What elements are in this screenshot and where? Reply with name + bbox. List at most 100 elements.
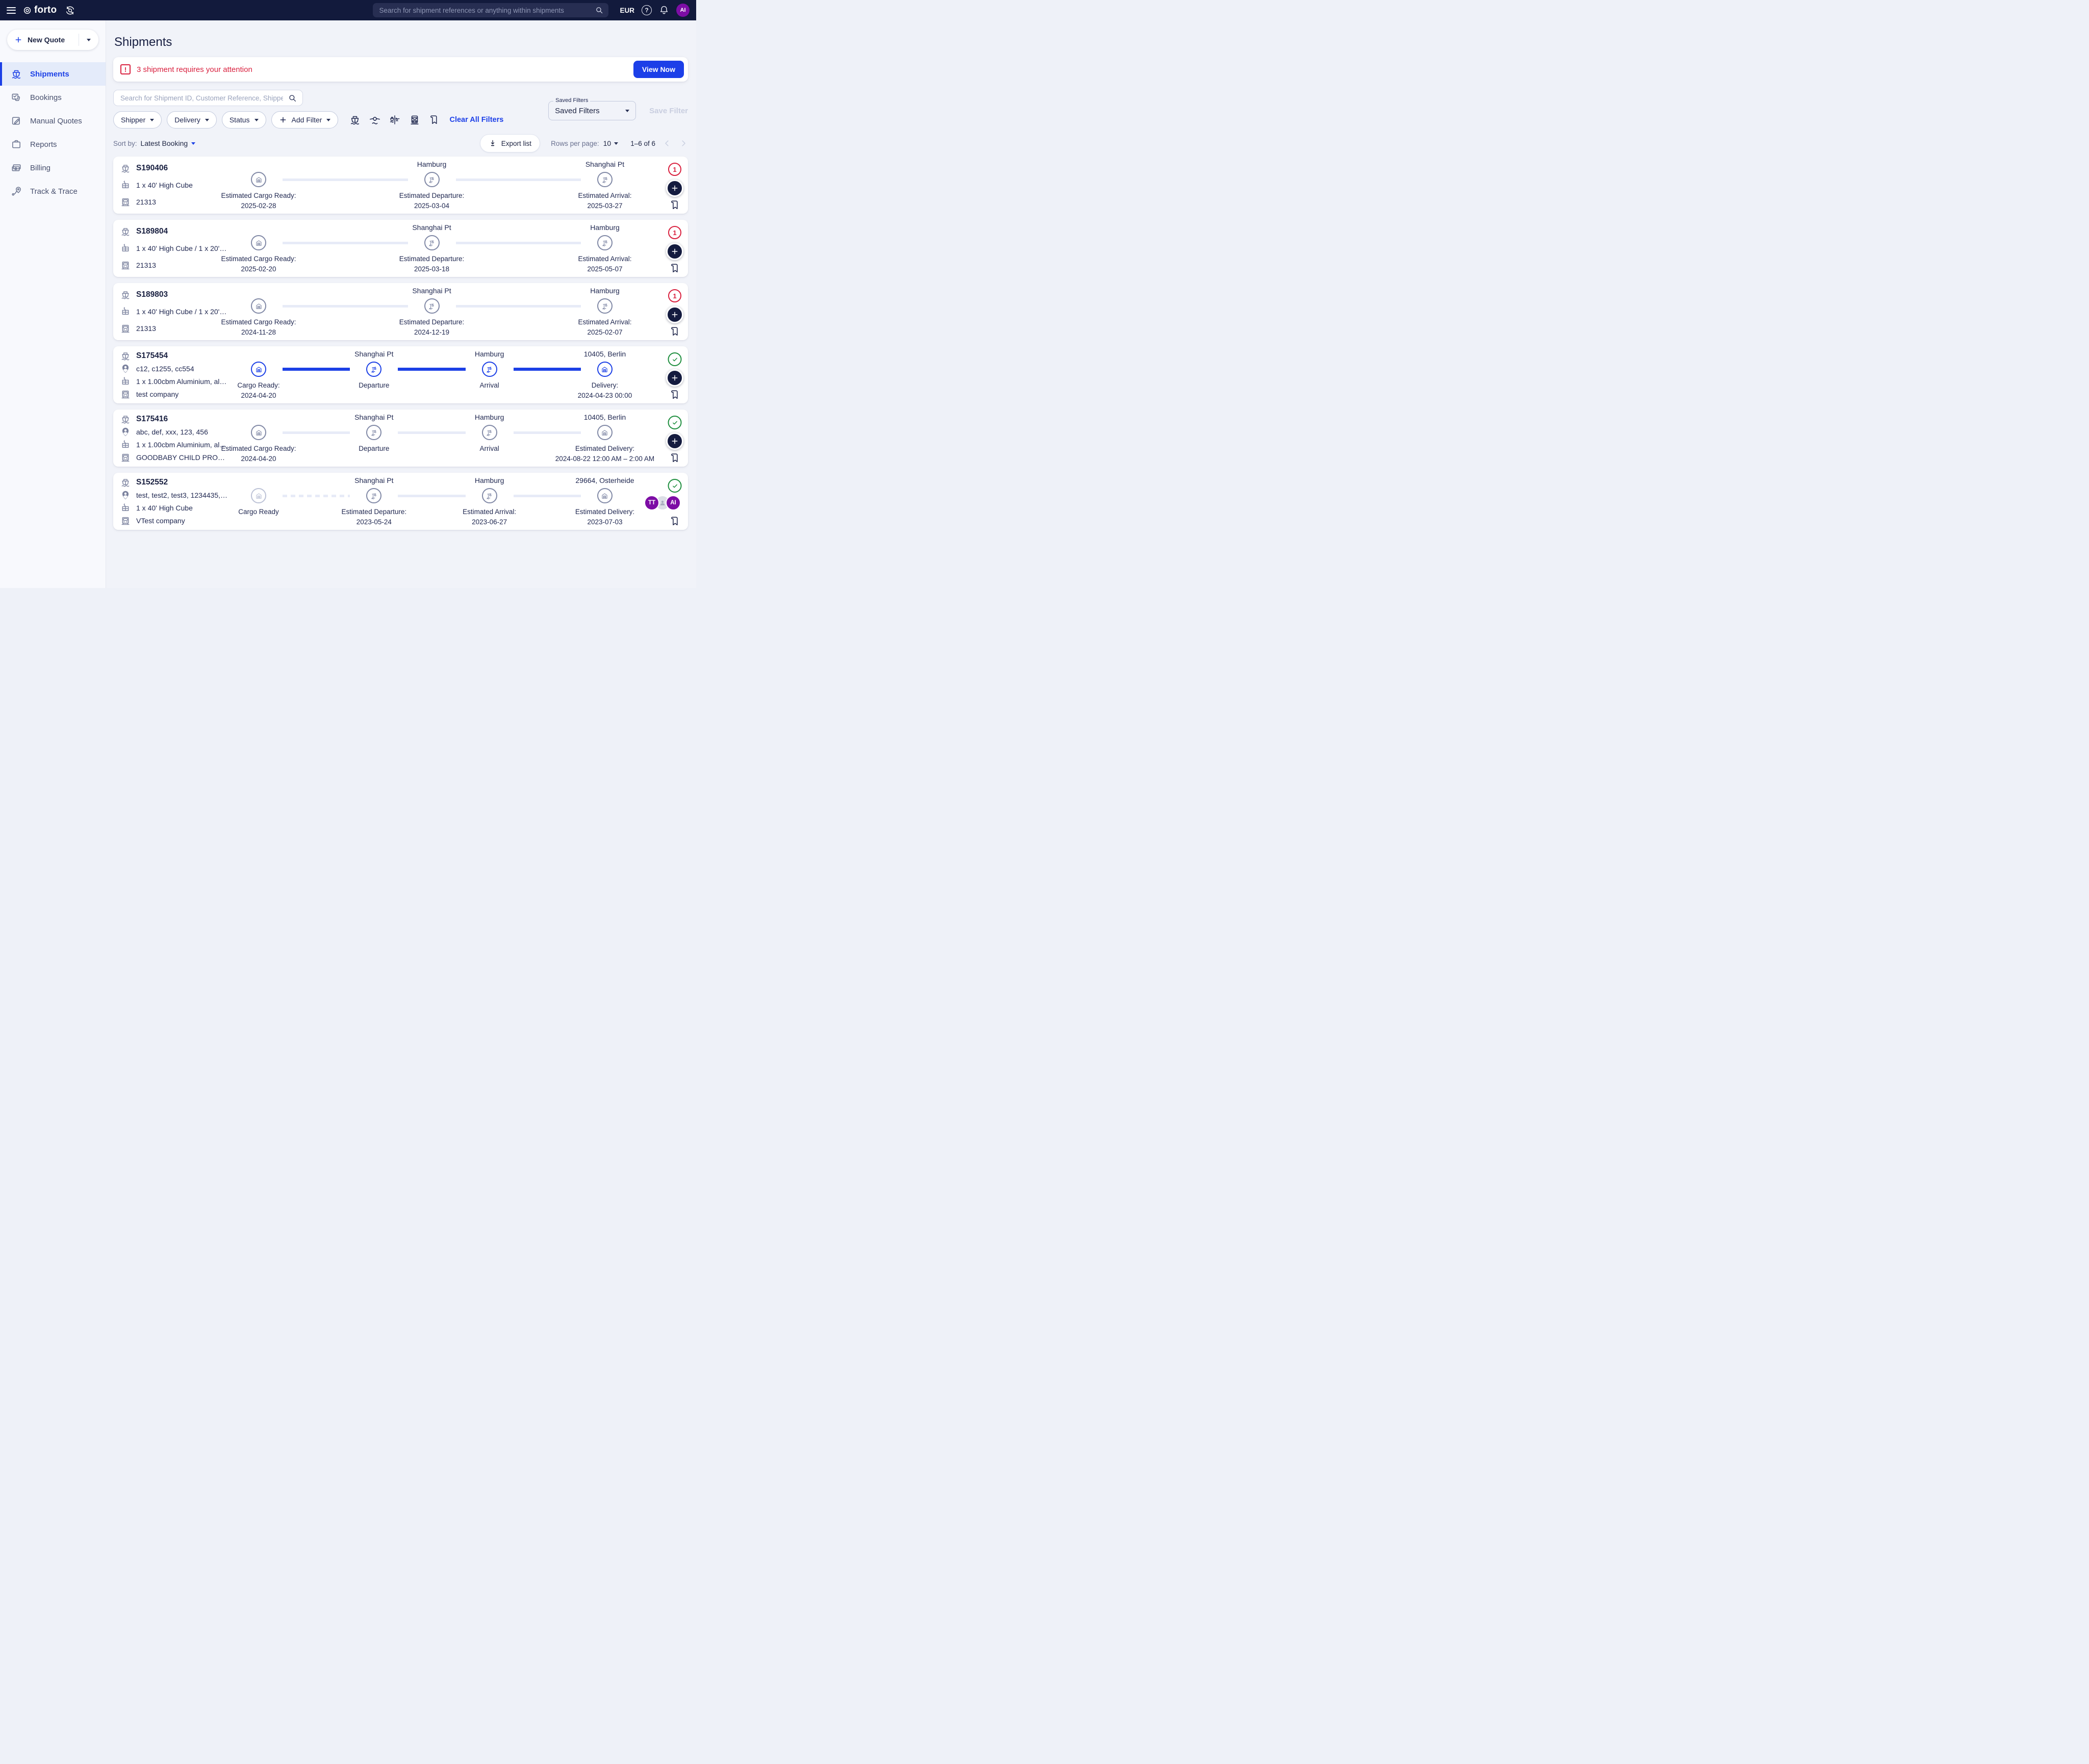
milestone-label: Estimated Cargo Ready: xyxy=(221,255,296,263)
shipment-card[interactable]: S152552 test, test2, test3, 1234435, bla… xyxy=(113,473,688,530)
timeline: Estimated Cargo Ready: 2024-04-20 Shangha… xyxy=(221,410,665,467)
milestone: Shanghai Pt Departure xyxy=(344,346,404,403)
shipment-card[interactable]: S175416 abc, def, xxx, 123, 456 1 x 1.00… xyxy=(113,410,688,467)
milestone-date: 2025-02-07 xyxy=(587,328,623,337)
chevron-left-icon xyxy=(663,139,672,148)
sidebar-item-shipments[interactable]: Shipments xyxy=(0,62,106,86)
milestone-city: Hamburg xyxy=(590,223,620,232)
shipment-card[interactable]: S190406 1 x 40' High Cube 21313 Estimate… xyxy=(113,157,688,214)
milestone-icon xyxy=(597,235,613,250)
company-row: 21313 xyxy=(120,323,228,334)
bookmark-icon[interactable] xyxy=(429,115,439,125)
briefcase-icon xyxy=(11,139,22,150)
milestone: 10405, Berlin Delivery: 2024-04-23 00:00 xyxy=(575,346,635,403)
add-button[interactable] xyxy=(666,180,683,197)
sync-icon[interactable] xyxy=(65,5,75,16)
check-icon xyxy=(671,482,678,490)
chevron-down-icon xyxy=(205,118,209,121)
shipment-info: S175416 abc, def, xxx, 123, 456 1 x 1.00… xyxy=(120,410,228,467)
air-plane-icon[interactable] xyxy=(369,114,380,125)
timeline: Estimated Cargo Ready: 2025-02-28 Hamburg… xyxy=(221,157,665,214)
new-quote-button[interactable]: New Quote xyxy=(7,30,98,50)
menu-icon[interactable] xyxy=(7,7,16,14)
notifications-bell-icon[interactable] xyxy=(659,5,669,15)
rail-icon[interactable] xyxy=(409,114,420,125)
plus-icon xyxy=(671,247,679,255)
sidebar-item-reports[interactable]: Reports xyxy=(0,133,106,156)
add-filter-button[interactable]: Add Filter xyxy=(271,111,339,129)
chevron-down-icon xyxy=(625,109,630,112)
milestone-city: Hamburg xyxy=(417,160,447,168)
cargo-description: 1 x 40' High Cube / 1 x 20' Sta… xyxy=(136,308,228,316)
timeline-connector xyxy=(398,368,466,371)
alert-icon: ! xyxy=(120,64,131,74)
add-button[interactable] xyxy=(666,306,683,323)
clear-all-filters-link[interactable]: Clear All Filters xyxy=(449,116,504,124)
company-name: 21313 xyxy=(136,324,156,333)
attention-count-badge[interactable]: 1 xyxy=(668,226,681,239)
bookmark-button[interactable] xyxy=(670,263,680,273)
forto-logo[interactable]: forto xyxy=(23,5,57,16)
global-search-input[interactable] xyxy=(378,6,592,15)
shipment-card[interactable]: S189804 1 x 40' High Cube / 1 x 20' Sta…… xyxy=(113,220,688,277)
sea-air-icon[interactable] xyxy=(389,114,400,125)
milestone-date: 2025-02-20 xyxy=(241,265,276,273)
rows-per-page-select[interactable]: 10 xyxy=(603,139,619,147)
currency-selector[interactable]: EUR xyxy=(620,6,634,14)
milestone-text: Estimated Cargo Ready: 2024-11-28 xyxy=(221,317,296,338)
add-button[interactable] xyxy=(666,243,683,260)
filter-delivery[interactable]: Delivery xyxy=(167,111,217,129)
filter-bar: Shipper Delivery Status Add Filter Clear… xyxy=(113,111,688,129)
prev-page-button[interactable] xyxy=(663,139,672,148)
sidebar-item-track-trace[interactable]: Track & Trace xyxy=(0,180,106,203)
view-now-button[interactable]: View Now xyxy=(633,61,684,78)
milestone-label: Estimated Cargo Ready: xyxy=(221,318,296,326)
bookmark-button[interactable] xyxy=(670,326,680,337)
attention-count-badge[interactable]: 1 xyxy=(668,163,681,176)
global-search[interactable] xyxy=(373,3,609,17)
next-page-button[interactable] xyxy=(679,139,688,148)
sidebar-item-bookings[interactable]: Bookings xyxy=(0,86,106,109)
new-quote-dropdown[interactable] xyxy=(79,38,98,41)
shipment-card[interactable]: S175454 c12, c1255, cc554 1 x 1.00cbm Al… xyxy=(113,346,688,403)
customer-references: c12, c1255, cc554 xyxy=(136,365,194,373)
shipment-search[interactable] xyxy=(113,90,303,106)
filter-shipper[interactable]: Shipper xyxy=(113,111,162,129)
save-filter-button[interactable]: Save Filter xyxy=(649,106,688,115)
ocean-ship-icon[interactable] xyxy=(349,114,361,125)
shipment-search-input[interactable] xyxy=(119,93,284,103)
milestone-city: Shanghai Pt xyxy=(354,350,394,358)
avatar[interactable]: AI xyxy=(666,495,681,510)
timeline-connector xyxy=(513,495,581,497)
user-avatar[interactable]: AI xyxy=(676,4,690,17)
container-icon xyxy=(120,306,131,317)
sidebar-item-label: Reports xyxy=(30,140,57,149)
milestone-text: Estimated Arrival: 2025-02-07 xyxy=(578,317,631,338)
company-name: 21313 xyxy=(136,198,156,206)
add-button[interactable] xyxy=(666,369,683,387)
search-icon[interactable] xyxy=(595,6,603,14)
help-icon[interactable]: ? xyxy=(642,5,652,15)
shipment-card[interactable]: S189803 1 x 40' High Cube / 1 x 20' Sta…… xyxy=(113,283,688,340)
sort-by-select[interactable]: Latest Booking xyxy=(141,139,196,147)
milestone-text: Estimated Cargo Ready: 2025-02-20 xyxy=(221,254,296,275)
milestone-icon xyxy=(424,298,440,314)
bookmark-button[interactable] xyxy=(670,516,680,526)
pencil-document-icon xyxy=(11,115,22,126)
milestone-icon xyxy=(424,172,440,187)
avatar[interactable]: TT xyxy=(644,495,659,510)
ship-icon xyxy=(11,68,22,80)
bookmark-button[interactable] xyxy=(670,200,680,210)
chevron-right-icon xyxy=(679,139,688,148)
add-button[interactable] xyxy=(666,432,683,450)
bookmark-button[interactable] xyxy=(670,390,680,400)
filter-status[interactable]: Status xyxy=(221,111,266,129)
saved-filters-select[interactable]: Saved Filters Saved Filters xyxy=(548,97,636,120)
search-icon[interactable] xyxy=(288,94,297,103)
bookmark-button[interactable] xyxy=(670,453,680,463)
export-list-button[interactable]: Export list xyxy=(480,135,540,152)
milestone: Shanghai Pt Estimated Departure: 2023-05-… xyxy=(342,473,407,530)
sidebar-item-manual-quotes[interactable]: Manual Quotes xyxy=(0,109,106,133)
attention-count-badge[interactable]: 1 xyxy=(668,289,681,302)
sidebar-item-billing[interactable]: Billing xyxy=(0,156,106,180)
